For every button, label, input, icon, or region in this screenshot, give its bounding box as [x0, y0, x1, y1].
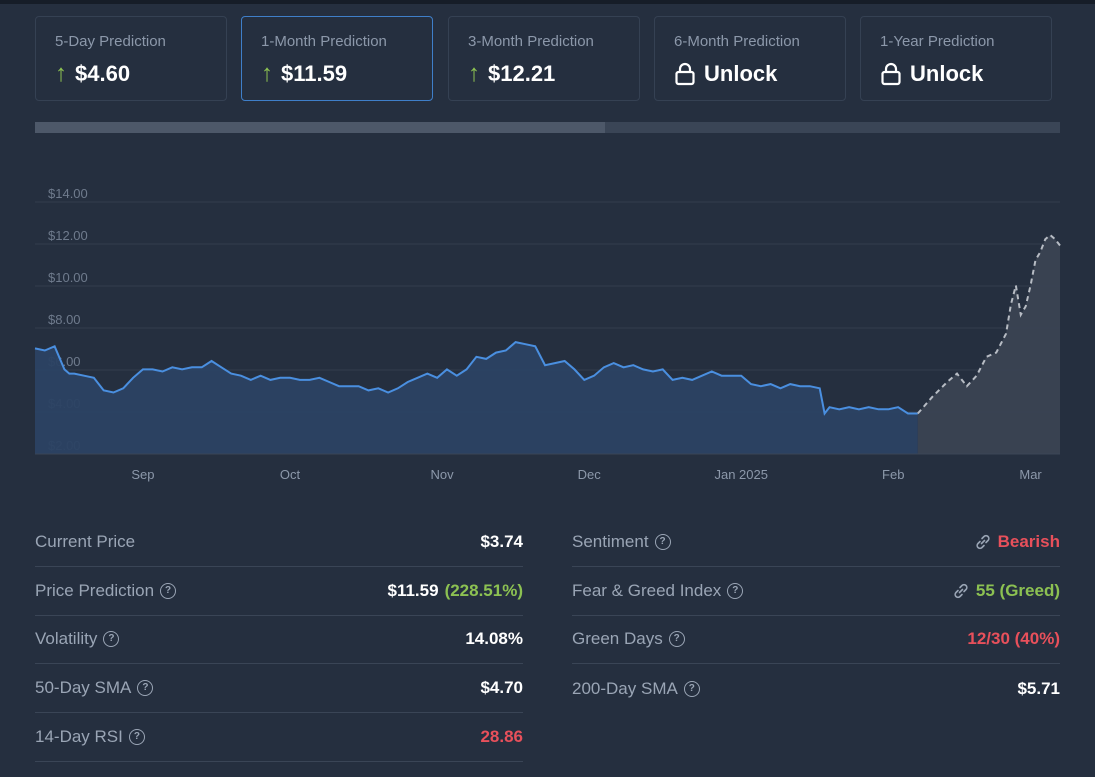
- y-tick-label: $14.00: [48, 186, 88, 201]
- help-icon[interactable]: ?: [103, 631, 120, 648]
- stats-right: Sentiment? Bearish Fear & Greed Index? 5…: [572, 518, 1060, 713]
- stat-label: Fear & Greed Index: [572, 580, 722, 600]
- stat-value: 28.86: [480, 727, 523, 747]
- card-value-text: Unlock: [910, 61, 984, 86]
- stats-left: Current Price $3.74 Price Prediction? $1…: [35, 518, 523, 762]
- card-value: Unlock: [674, 61, 777, 87]
- card-1-year-prediction[interactable]: 1-Year Prediction Unlock: [860, 16, 1052, 101]
- card-value: Unlock: [880, 61, 983, 87]
- card-value-text: Unlock: [704, 61, 778, 86]
- stat-row-volatility: Volatility? 14.08%: [35, 616, 523, 665]
- arrow-up-icon: ↑: [468, 60, 480, 87]
- stat-label: Volatility: [35, 629, 98, 649]
- link-icon[interactable]: [952, 582, 970, 600]
- stat-row-sentiment: Sentiment? Bearish: [572, 518, 1060, 567]
- card-value: ↑ $11.59: [261, 61, 347, 87]
- x-tick-label: Feb: [882, 467, 904, 482]
- card-label: 3-Month Prediction: [468, 33, 594, 50]
- prediction-cards: 5-Day Prediction ↑ $4.60 1-Month Predict…: [35, 16, 1054, 103]
- y-tick-label: $12.00: [48, 228, 88, 243]
- stat-value: $4.70: [480, 678, 523, 698]
- stat-row-200-day-sma: 200-Day SMA? $5.71: [572, 664, 1060, 713]
- card-3-month-prediction[interactable]: 3-Month Prediction ↑ $12.21: [448, 16, 640, 101]
- chart-range-scrollbar[interactable]: [35, 122, 1060, 133]
- stat-value-percent: (228.51%): [444, 580, 523, 600]
- card-6-month-prediction[interactable]: 6-Month Prediction Unlock: [654, 16, 846, 101]
- x-tick-label: Sep: [131, 467, 154, 482]
- help-icon[interactable]: ?: [654, 533, 671, 550]
- card-label: 1-Month Prediction: [261, 33, 387, 50]
- stat-label: 50-Day SMA: [35, 678, 132, 698]
- stat-value[interactable]: 55 (Greed): [975, 580, 1060, 600]
- stat-label: Green Days: [572, 629, 663, 649]
- x-tick-label: Jan 2025: [714, 467, 768, 482]
- stat-row-14-day-rsi: 14-Day RSI? 28.86: [35, 713, 523, 762]
- help-icon[interactable]: ?: [128, 729, 145, 746]
- stat-value: $5.71: [1017, 678, 1060, 698]
- card-value-text: $12.21: [488, 61, 556, 86]
- prediction-area: [917, 235, 1060, 454]
- help-icon[interactable]: ?: [137, 680, 154, 697]
- help-icon[interactable]: ?: [160, 582, 177, 599]
- arrow-up-icon: ↑: [55, 60, 67, 87]
- price-area: [35, 342, 918, 454]
- stat-row-green-days: Green Days? 12/30 (40%): [572, 616, 1060, 665]
- lock-icon: [674, 62, 696, 86]
- stat-label: Sentiment: [572, 531, 649, 551]
- prediction-line: [917, 233, 1061, 415]
- stat-label: 14-Day RSI: [35, 727, 123, 747]
- stat-value: $3.74: [480, 531, 523, 551]
- scrollbar-thumb[interactable]: [35, 122, 605, 133]
- price-line: [34, 341, 918, 416]
- stat-value[interactable]: Bearish: [997, 531, 1060, 551]
- stat-label: Price Prediction: [35, 580, 155, 600]
- card-5-day-prediction[interactable]: 5-Day Prediction ↑ $4.60: [35, 16, 227, 101]
- top-bar: [0, 0, 1095, 4]
- help-icon[interactable]: ?: [727, 582, 744, 599]
- stat-row-price-prediction: Price Prediction? $11.59 (228.51%): [35, 567, 523, 616]
- arrow-up-icon: ↑: [261, 60, 273, 87]
- card-value: ↑ $12.21: [468, 61, 555, 87]
- card-label: 1-Year Prediction: [880, 33, 995, 50]
- card-value-text: $4.60: [75, 61, 131, 86]
- y-tick-label: $10.00: [48, 270, 88, 285]
- price-chart: $14.00$12.00$10.00$8.00$6.00$4.00$2.00Se…: [34, 186, 1061, 482]
- x-tick-label: Nov: [430, 467, 454, 482]
- y-tick-label: $8.00: [48, 312, 81, 327]
- help-icon[interactable]: ?: [683, 680, 700, 697]
- help-icon[interactable]: ?: [668, 631, 685, 648]
- stat-row-current-price: Current Price $3.74: [35, 518, 523, 567]
- stat-label: Current Price: [35, 531, 136, 551]
- link-icon[interactable]: [974, 533, 992, 551]
- card-label: 5-Day Prediction: [55, 33, 166, 50]
- stat-row-fear-greed-index: Fear & Greed Index? 55 (Greed): [572, 567, 1060, 616]
- card-value-text: $11.59: [281, 61, 348, 86]
- card-1-month-prediction[interactable]: 1-Month Prediction ↑ $11.59: [241, 16, 433, 101]
- card-value: ↑ $4.60: [55, 61, 130, 87]
- stat-row-50-day-sma: 50-Day SMA? $4.70: [35, 664, 523, 714]
- stat-value: 14.08%: [465, 629, 523, 649]
- stat-value: $11.59: [387, 580, 439, 600]
- lock-icon: [880, 62, 902, 86]
- card-label: 6-Month Prediction: [674, 33, 800, 50]
- x-tick-label: Dec: [578, 467, 602, 482]
- x-tick-label: Mar: [1019, 467, 1042, 482]
- stat-value: 12/30 (40%): [967, 629, 1060, 649]
- x-tick-label: Oct: [280, 467, 301, 482]
- stat-label: 200-Day SMA: [572, 678, 678, 698]
